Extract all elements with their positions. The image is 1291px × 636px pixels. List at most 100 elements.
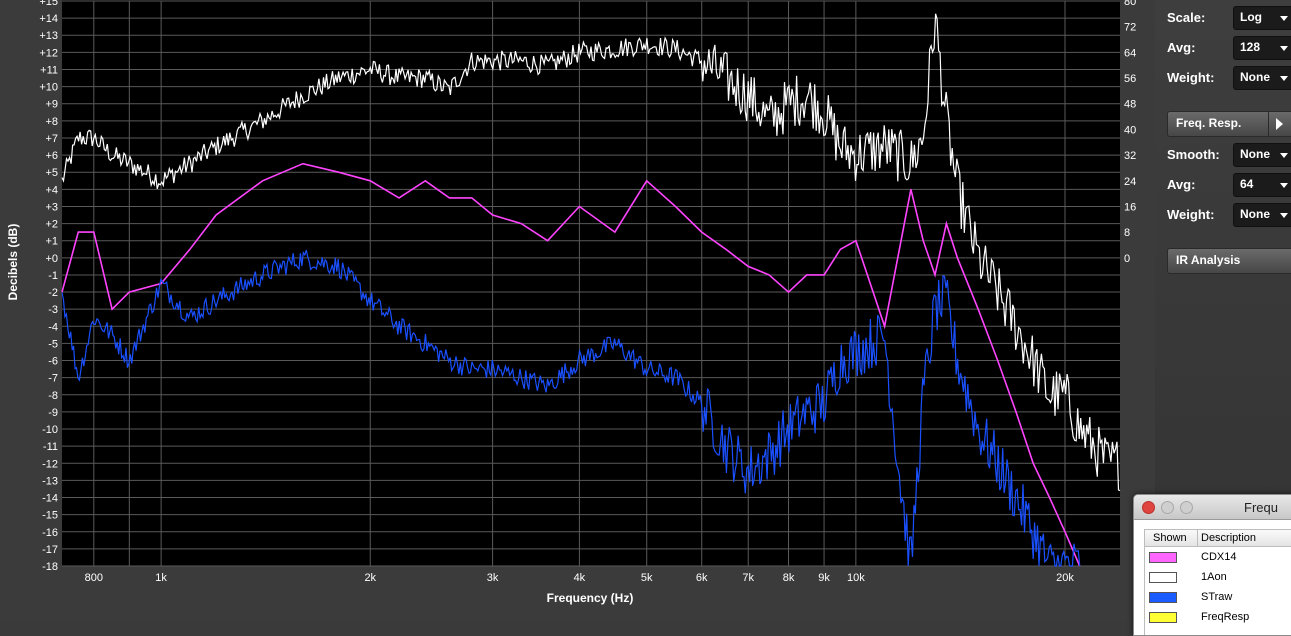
y-tick-label: +5 (45, 167, 58, 179)
x-tick-label: 5k (641, 572, 653, 584)
legend-row[interactable]: STraw (1145, 587, 1291, 607)
plot-area[interactable] (62, 0, 1120, 566)
y-tick-label: +1 (45, 236, 58, 248)
y-tick-label: -10 (42, 424, 58, 436)
header-divider (1197, 530, 1198, 546)
series-line-1aon (61, 13, 1121, 492)
weight2-row: Weight: None (1155, 203, 1291, 227)
y-tick-label: -16 (42, 527, 58, 539)
y-tick-label: -7 (48, 373, 58, 385)
x-tick-label: 4k (574, 572, 586, 584)
right-tick-label: 32 (1124, 150, 1136, 162)
play-arrow-icon (1276, 118, 1283, 130)
y-tick-label: +8 (45, 116, 58, 128)
series-group (61, 13, 1121, 567)
y-axis-ticks: +15 +14 +13 +12 +11 +10 +9 +8 +7 +6 +5 +4 +3 +2 +1 +0 -1… (39, 0, 58, 573)
scale-select[interactable]: Log (1233, 6, 1291, 30)
y-tick-label: +9 (45, 99, 58, 111)
avg2-row: Avg: 64 (1155, 173, 1291, 197)
plot-frame: +15 +14 +13 +12 +11 +10 +9 +8 +7 +6 +5 +4 +3 +2 +1 +0 -1… (0, 0, 1155, 621)
avg-select[interactable]: 128 (1233, 36, 1291, 60)
x-tick-label: 9k (818, 572, 830, 584)
right-tick-label: 16 (1124, 201, 1136, 213)
y-tick-label: -8 (48, 390, 58, 402)
y-tick-label: -18 (42, 561, 58, 573)
col-shown-header[interactable]: Shown (1153, 532, 1187, 544)
legend-label: FreqResp (1201, 611, 1250, 623)
scale-row: Scale: Log (1155, 6, 1291, 30)
legend-window: Frequ Shown Description CDX14 1Aon STraw… (1133, 494, 1291, 636)
right-tick-label: 72 (1124, 22, 1136, 34)
y-axis-title: Decibels (dB) (6, 224, 20, 301)
smooth-row: Smooth: None (1155, 143, 1291, 167)
x-tick-label: 7k (742, 572, 754, 584)
y-tick-label: -9 (48, 407, 58, 419)
legend-row[interactable]: CDX14 (1145, 547, 1291, 567)
expand-arrow-button[interactable] (1268, 112, 1289, 136)
x-tick-label: 10k (847, 572, 865, 584)
avg-value: 128 (1240, 40, 1261, 54)
x-tick-label: 2k (364, 572, 376, 584)
x-tick-label: 3k (487, 572, 499, 584)
right-tick-label: 80 (1124, 0, 1136, 8)
y-tick-label: -17 (42, 544, 58, 556)
chevron-down-icon (1280, 16, 1288, 21)
ir-analysis-button[interactable]: IR Analysis (1167, 248, 1291, 274)
y-tick-label: +12 (39, 47, 58, 59)
weight-select[interactable]: None (1233, 66, 1291, 90)
legend-window-title: Frequ (1244, 500, 1278, 515)
close-icon[interactable] (1142, 501, 1155, 514)
y-tick-label: -3 (48, 304, 58, 316)
scale-label: Scale: (1167, 10, 1206, 25)
avg2-label: Avg: (1167, 177, 1196, 192)
minimize-icon[interactable] (1161, 501, 1174, 514)
weight2-label: Weight: (1167, 207, 1215, 222)
y-tick-label: +0 (45, 253, 58, 265)
zoom-icon[interactable] (1180, 501, 1193, 514)
frequency-chart[interactable]: +15 +14 +13 +12 +11 +10 +9 +8 +7 +6 +5 +4 +3 +2 +1 +0 -1… (0, 0, 1155, 621)
x-tick-label: 800 (85, 572, 103, 584)
color-swatch[interactable] (1149, 572, 1177, 583)
x-tick-label: 20k (1056, 572, 1074, 584)
weight2-select[interactable]: None (1233, 203, 1291, 227)
y-tick-label: +2 (45, 219, 58, 231)
legend-label: STraw (1201, 591, 1233, 603)
x-axis-title: Frequency (Hz) (547, 591, 634, 605)
y-tick-label: -14 (42, 493, 58, 505)
col-desc-header[interactable]: Description (1201, 532, 1257, 544)
y-tick-label: -11 (43, 441, 58, 453)
legend-titlebar[interactable]: Frequ (1134, 495, 1291, 520)
right-tick-label: 56 (1124, 73, 1136, 85)
legend-label: 1Aon (1201, 571, 1227, 583)
weight-value: None (1240, 70, 1270, 84)
y-tick-label: -4 (48, 321, 58, 333)
color-swatch[interactable] (1149, 552, 1177, 563)
color-swatch[interactable] (1149, 612, 1177, 623)
legend-row[interactable]: FreqResp (1145, 607, 1291, 627)
chevron-down-icon (1280, 46, 1288, 51)
y-tick-label: +10 (39, 82, 58, 94)
avg2-select[interactable]: 64 (1233, 173, 1291, 197)
freq-resp-label: Freq. Resp. (1176, 116, 1242, 130)
right-tick-label: 8 (1124, 227, 1130, 239)
right-tick-label: 48 (1124, 99, 1136, 111)
y-tick-label: +14 (39, 13, 58, 25)
grid-lines (62, 0, 1120, 567)
y-tick-label: +7 (45, 133, 58, 145)
y-tick-label: -6 (48, 356, 58, 368)
legend-table[interactable]: Shown Description CDX14 1Aon STraw FreqR… (1144, 529, 1291, 635)
smooth-value: None (1240, 147, 1270, 161)
series-line-cdx14 (61, 162, 1081, 567)
right-tick-label: 0 (1124, 253, 1130, 265)
y-tick-label: -15 (42, 510, 58, 522)
y-tick-label: +13 (39, 30, 58, 42)
right-tick-label: 24 (1124, 176, 1136, 188)
freq-resp-button[interactable]: Freq. Resp. (1167, 111, 1291, 137)
y-tick-label: -2 (48, 287, 58, 299)
legend-row[interactable]: 1Aon (1145, 567, 1291, 587)
smooth-select[interactable]: None (1233, 143, 1291, 167)
y-tick-label: -1 (48, 270, 58, 282)
weight2-value: None (1240, 207, 1270, 221)
color-swatch[interactable] (1149, 592, 1177, 603)
